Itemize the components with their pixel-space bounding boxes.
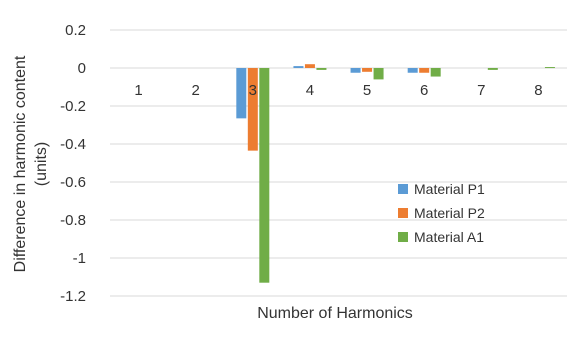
legend: Material P1 Material P2 Material A1 — [398, 181, 485, 245]
bar-material-p2-5 — [362, 68, 373, 72]
bar-material-a1-4 — [316, 68, 327, 70]
y-tick-label: -1.2 — [60, 288, 86, 305]
y-axis-title-line2: (units) — [33, 142, 50, 186]
y-tick-label: -0.6 — [60, 174, 86, 191]
bar-material-p1-4 — [293, 66, 304, 68]
legend-label-material-p1: Material P1 — [414, 181, 485, 197]
x-tick-label: 5 — [363, 82, 371, 99]
legend-swatch-material-a1 — [398, 232, 408, 242]
bar-material-p2-4 — [304, 64, 315, 68]
gridlines — [110, 29, 567, 297]
legend-label-material-p2: Material P2 — [414, 205, 485, 221]
legend-label-material-a1: Material A1 — [414, 229, 484, 245]
x-tick-label: 4 — [306, 82, 314, 99]
y-axis-title-line1: Difference in harmonic content — [12, 55, 29, 272]
y-tick-labels: 0.2 0 -0.2 -0.4 -0.6 -0.8 -1 -1.2 — [60, 22, 86, 305]
bar-material-p1-5 — [350, 68, 361, 73]
x-tick-labels: 1 2 3 4 5 6 7 8 — [134, 82, 542, 99]
bar-material-a1-7 — [487, 68, 498, 70]
legend-swatch-material-p1 — [398, 184, 408, 194]
y-tick-label: -0.8 — [60, 212, 86, 229]
bar-material-p2-3 — [247, 68, 258, 151]
x-tick-label: 2 — [192, 82, 200, 99]
x-tick-label: 3 — [249, 82, 257, 99]
x-tick-label: 6 — [420, 82, 428, 99]
bar-material-a1-3 — [259, 68, 270, 283]
bar-material-a1-8 — [544, 67, 555, 69]
legend-swatch-material-p2 — [398, 208, 408, 218]
bar-material-p2-6 — [419, 68, 430, 73]
x-tick-label: 8 — [534, 82, 542, 99]
y-tick-label: 0.2 — [65, 22, 86, 39]
y-tick-label: 0 — [78, 60, 86, 77]
y-tick-label: -0.4 — [60, 136, 86, 153]
x-tick-label: 7 — [477, 82, 485, 99]
bars — [236, 64, 555, 283]
y-tick-label: -0.2 — [60, 98, 86, 115]
bar-material-a1-5 — [373, 68, 384, 80]
x-tick-label: 1 — [134, 82, 142, 99]
y-tick-label: -1 — [73, 250, 86, 267]
bar-material-a1-6 — [430, 68, 441, 77]
x-axis-title: Number of Harmonics — [257, 305, 413, 322]
bar-material-p1-3 — [236, 68, 247, 119]
bar-material-p1-6 — [407, 68, 418, 73]
